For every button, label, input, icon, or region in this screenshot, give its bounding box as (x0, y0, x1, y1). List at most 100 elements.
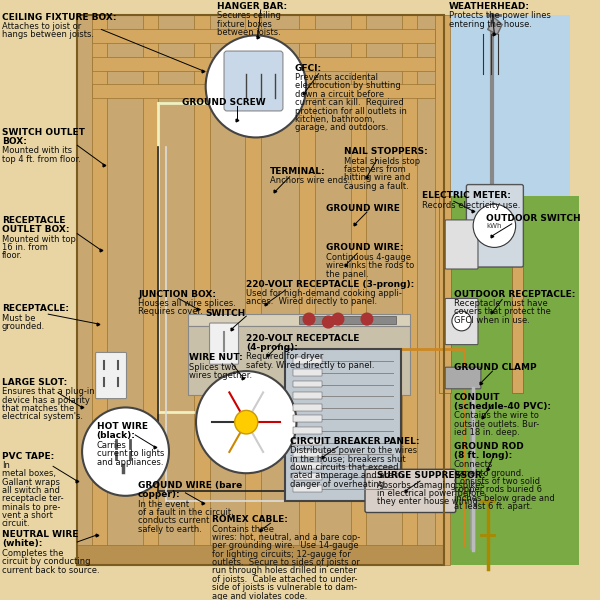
Text: electrical system's.: electrical system's. (2, 412, 83, 421)
Circle shape (82, 407, 169, 496)
Circle shape (235, 410, 258, 434)
FancyBboxPatch shape (439, 196, 451, 393)
Text: Houses all wire splices.: Houses all wire splices. (138, 299, 236, 308)
Text: top 4 ft. from floor.: top 4 ft. from floor. (2, 155, 81, 164)
Text: Gallant wraps: Gallant wraps (2, 478, 60, 487)
Text: they enter house wiring.: they enter house wiring. (377, 497, 480, 506)
Text: ELECTRIC METER:: ELECTRIC METER: (422, 191, 511, 200)
Text: (4-prong):: (4-prong): (246, 343, 298, 352)
Text: Records electricity use.: Records electricity use. (422, 201, 520, 210)
FancyBboxPatch shape (224, 51, 283, 111)
Text: floor.: floor. (2, 251, 23, 260)
Text: Absorbs damaging spikes: Absorbs damaging spikes (377, 481, 484, 490)
Text: covers that protect the: covers that protect the (454, 307, 551, 316)
Text: metal boxes,: metal boxes, (2, 469, 56, 478)
FancyBboxPatch shape (293, 485, 322, 492)
Text: GROUND WIRE: GROUND WIRE (326, 204, 400, 213)
Text: SWITCH OUTLET: SWITCH OUTLET (2, 128, 85, 137)
FancyBboxPatch shape (143, 15, 158, 565)
Text: minals to pre-: minals to pre- (2, 503, 61, 512)
Text: GROUND WIRE (bare: GROUND WIRE (bare (138, 481, 242, 490)
Text: PVC TAPE:: PVC TAPE: (2, 452, 54, 461)
Text: of a fault in the circuit,: of a fault in the circuit, (138, 508, 234, 517)
Text: wires: hot, neutral, and a bare cop-: wires: hot, neutral, and a bare cop- (212, 533, 361, 542)
Text: all switch and: all switch and (2, 486, 60, 495)
Text: per grounding wire.  Use 14-gauge: per grounding wire. Use 14-gauge (212, 541, 359, 550)
Text: OUTLET BOX:: OUTLET BOX: (2, 226, 70, 235)
FancyBboxPatch shape (293, 462, 322, 469)
Circle shape (361, 313, 373, 325)
Text: HANGER BAR:: HANGER BAR: (217, 2, 287, 11)
FancyBboxPatch shape (445, 220, 478, 269)
Text: In the event: In the event (138, 500, 189, 509)
Polygon shape (488, 17, 502, 34)
Text: ROMEX CABLE:: ROMEX CABLE: (212, 515, 289, 524)
Text: Connects: Connects (454, 460, 493, 469)
Text: JUNCTION BOX:: JUNCTION BOX: (138, 290, 216, 299)
FancyBboxPatch shape (209, 323, 239, 364)
Text: that matches the: that matches the (2, 404, 74, 413)
Text: device has a polarity: device has a polarity (2, 395, 90, 404)
Circle shape (332, 313, 344, 325)
Text: receptacle ter-: receptacle ter- (2, 494, 64, 503)
Text: electrocution by shutting: electrocution by shutting (295, 82, 400, 91)
Text: GROUND CLAMP: GROUND CLAMP (454, 363, 536, 372)
Text: copper rods buried 6: copper rods buried 6 (454, 485, 542, 494)
Text: danger of overheating.: danger of overheating. (290, 479, 386, 488)
Circle shape (196, 371, 296, 473)
FancyBboxPatch shape (92, 85, 434, 98)
FancyBboxPatch shape (245, 15, 261, 565)
Text: CONDUIT: CONDUIT (454, 393, 500, 402)
FancyBboxPatch shape (444, 15, 570, 211)
Text: at least 6 ft. apart.: at least 6 ft. apart. (454, 502, 532, 511)
FancyBboxPatch shape (445, 367, 481, 389)
Text: rated amperage and are in: rated amperage and are in (290, 471, 403, 480)
FancyBboxPatch shape (188, 314, 410, 326)
FancyBboxPatch shape (293, 439, 322, 445)
FancyBboxPatch shape (402, 15, 417, 565)
FancyBboxPatch shape (444, 196, 521, 565)
FancyBboxPatch shape (92, 57, 434, 71)
Text: BOX:: BOX: (2, 137, 27, 146)
FancyBboxPatch shape (293, 450, 322, 457)
Text: OUTDOOR SWITCH: OUTDOOR SWITCH (486, 214, 580, 223)
Text: Distributes power to the wires: Distributes power to the wires (290, 446, 417, 455)
FancyBboxPatch shape (293, 404, 322, 410)
Circle shape (206, 35, 306, 137)
Text: NAIL STOPPERS:: NAIL STOPPERS: (344, 147, 428, 156)
Text: LARGE SLOT:: LARGE SLOT: (2, 378, 67, 387)
Text: Secures ceiling: Secures ceiling (217, 11, 281, 20)
Text: vent a short: vent a short (2, 511, 53, 520)
Text: copper):: copper): (138, 490, 181, 499)
Circle shape (473, 204, 515, 247)
Text: causing a fault.: causing a fault. (344, 182, 409, 191)
Text: Completes the: Completes the (2, 549, 64, 558)
Text: CEILING FIXTURE BOX:: CEILING FIXTURE BOX: (2, 13, 116, 22)
Text: the panel.: the panel. (326, 269, 369, 278)
Text: Receptacle must have: Receptacle must have (454, 299, 548, 308)
Text: panel to ground.: panel to ground. (454, 469, 524, 478)
Circle shape (303, 313, 315, 325)
Text: (white):: (white): (2, 539, 43, 548)
FancyBboxPatch shape (188, 326, 410, 395)
Text: Continuous 4-gauge: Continuous 4-gauge (326, 253, 412, 262)
Text: Protects the power lines: Protects the power lines (449, 11, 551, 20)
Text: Mounted with top: Mounted with top (2, 235, 76, 244)
FancyBboxPatch shape (299, 15, 315, 565)
Text: down a circuit before: down a circuit before (295, 90, 383, 99)
FancyBboxPatch shape (77, 15, 444, 565)
FancyBboxPatch shape (444, 196, 580, 565)
Text: age and violates code.: age and violates code. (212, 592, 308, 600)
Text: of joists.  Cable attached to under-: of joists. Cable attached to under- (212, 575, 358, 584)
Text: run through holes drilled in center: run through holes drilled in center (212, 566, 357, 575)
Text: conducts current: conducts current (138, 517, 209, 526)
Text: Carries: Carries (97, 441, 127, 450)
Text: Splices two: Splices two (189, 363, 237, 372)
Text: Required for dryer: Required for dryer (246, 352, 323, 361)
Text: garage, and outdoors.: garage, and outdoors. (295, 123, 388, 132)
Text: In: In (2, 461, 10, 470)
Text: kWh: kWh (487, 223, 502, 229)
Text: fixture boxes: fixture boxes (217, 20, 272, 29)
Circle shape (452, 311, 471, 331)
Text: Prevents accidental: Prevents accidental (295, 73, 377, 82)
